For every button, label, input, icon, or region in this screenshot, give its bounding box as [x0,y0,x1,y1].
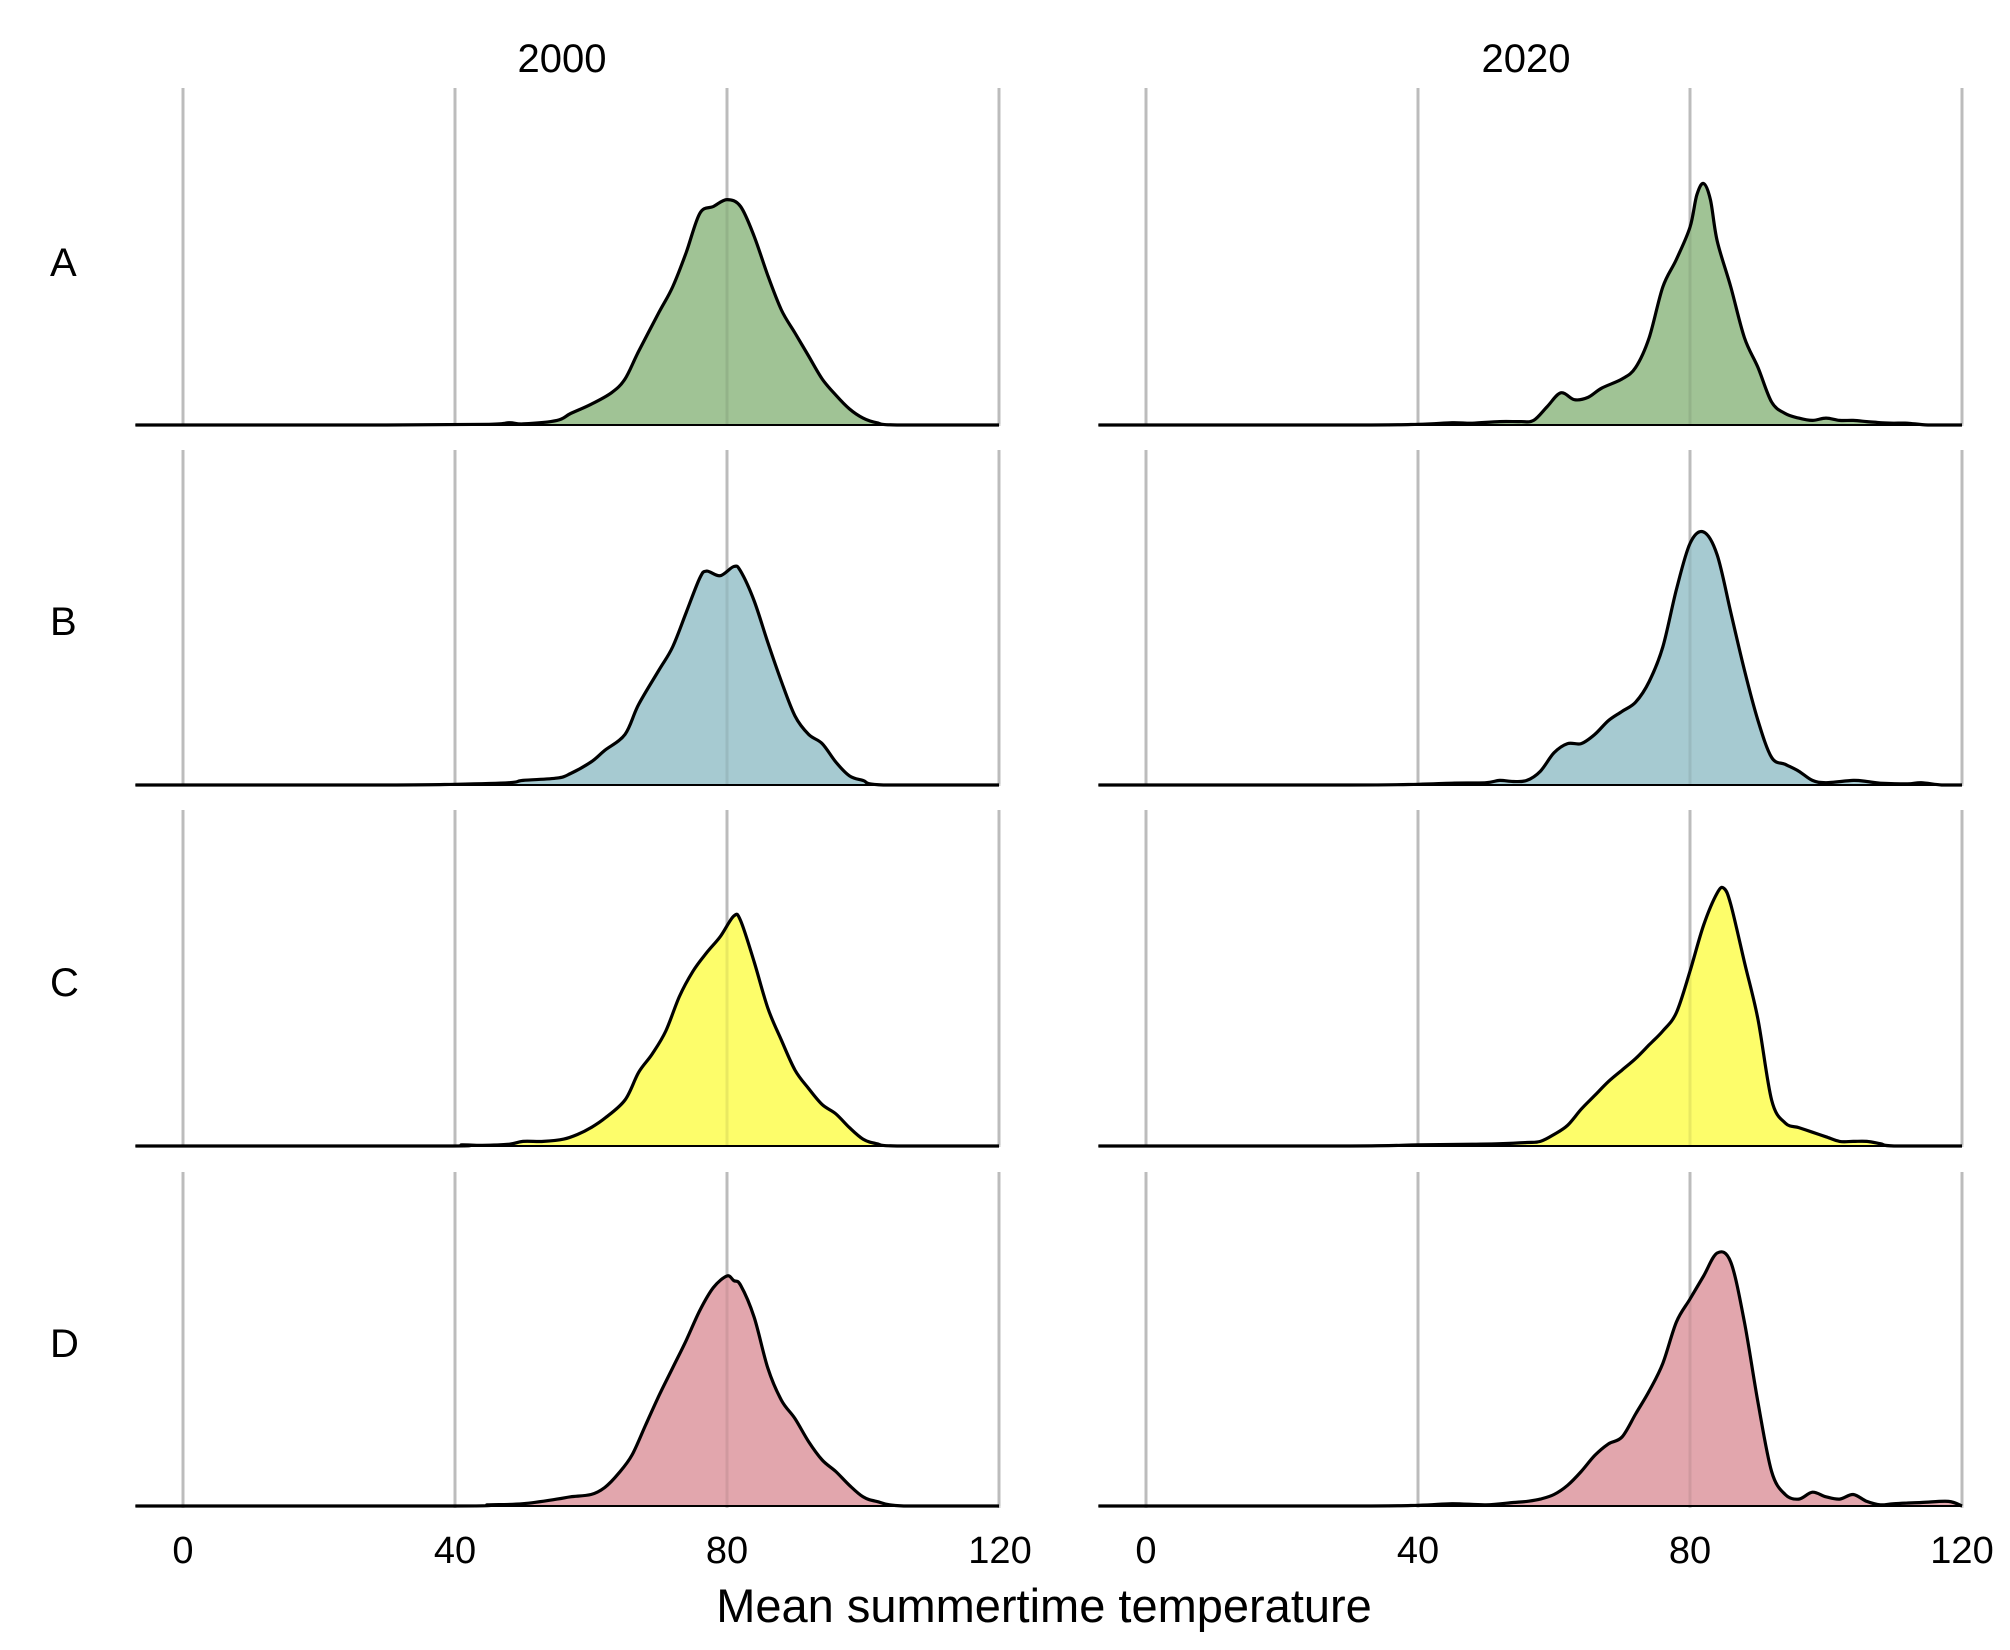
ridge-fill-2020-b [1098,531,1962,785]
ridge-line-2000-b [135,564,999,787]
row-label-c: C [50,961,79,1005]
ridge-line-2020-b [1098,529,1962,787]
x-tick-label-2000-80: 80 [706,1530,748,1572]
x-tick-label-2020-120: 120 [1930,1530,1993,1572]
ridge-fill-2000-c [135,914,999,1146]
x-tick-label-2020-40: 40 [1397,1530,1439,1572]
facet-title-2000: 2000 [518,37,607,81]
density-ridges [135,88,1964,1508]
labels: 2000 2020 A B C D 0 40 80 120 0 40 80 12… [50,37,1994,1632]
ridge-fill-2000-a [135,199,999,425]
ridge-fill-2000-b [135,566,999,785]
ridge-line-2020-d [1098,1250,1963,1508]
x-tick-label-2000-120: 120 [968,1530,1031,1572]
x-tick-label-2000-40: 40 [434,1530,476,1572]
facet-title-2020: 2020 [1482,37,1571,81]
ridge-fill-2020-d [1098,1251,1962,1506]
x-tick-label-2020-0: 0 [1135,1530,1156,1572]
x-axis-title: Mean summertime temperature [716,1579,1372,1632]
ridge-fill-2000-d [135,1275,999,1506]
ridge-fill-2020-c [1098,887,1962,1146]
ridge-fill-2020-a [1098,183,1962,425]
row-label-d: D [50,1322,79,1366]
ridge-line-2000-c [135,912,999,1148]
ridge-line-2000-d [135,1274,999,1508]
row-label-b: B [50,600,77,644]
row-label-a: A [50,241,77,285]
ridge-line-2000-a [135,198,999,427]
x-tick-label-2020-80: 80 [1669,1530,1711,1572]
x-tick-label-2000-0: 0 [172,1530,193,1572]
ridge-line-2020-c [1098,885,1962,1148]
ridge-line-2020-a [1098,181,1962,427]
